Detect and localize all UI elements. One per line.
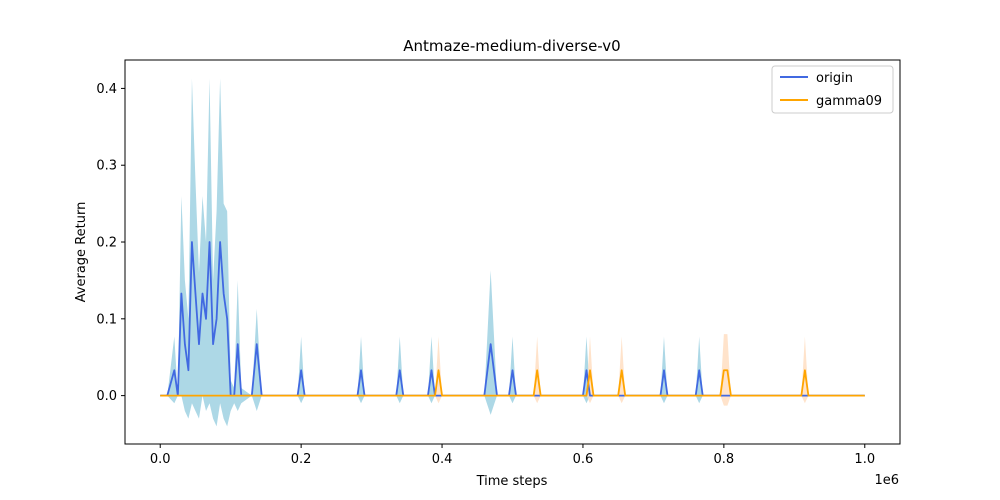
x-tick-label: 0.2: [291, 452, 312, 467]
y-tick-label: 0.3: [96, 159, 117, 174]
y-tick-label: 0.2: [96, 236, 117, 251]
x-tick-label: 1.0: [854, 452, 875, 467]
x-axis-offset-label: 1e6: [874, 473, 899, 488]
legend-label-origin: origin: [816, 71, 853, 86]
y-tick-label: 0.0: [96, 389, 117, 404]
y-tick-label: 0.1: [96, 312, 117, 327]
chart-title: Antmaze-medium-diverse-v0: [403, 37, 620, 55]
series-lines: [160, 241, 865, 397]
legend: origin gamma09: [771, 65, 894, 114]
legend-label-gamma09: gamma09: [816, 94, 882, 109]
x-tick-label: 0.0: [150, 452, 171, 467]
plot-frame: [124, 59, 901, 445]
x-tick-label: 0.6: [573, 452, 594, 467]
y-axis-ticks: 0.0 0.1 0.2 0.3 0.4: [96, 82, 125, 404]
x-axis-ticks: 0.0 0.2 0.4 0.6 0.8 1.0: [150, 444, 875, 467]
y-tick-label: 0.4: [96, 82, 117, 97]
x-tick-label: 0.8: [714, 452, 735, 467]
y-axis-label: Average Return: [74, 202, 89, 303]
x-tick-label: 0.4: [432, 452, 453, 467]
series-line-gamma09: [160, 369, 865, 397]
x-axis-label: Time steps: [476, 474, 548, 489]
series-line-origin: [160, 241, 865, 397]
